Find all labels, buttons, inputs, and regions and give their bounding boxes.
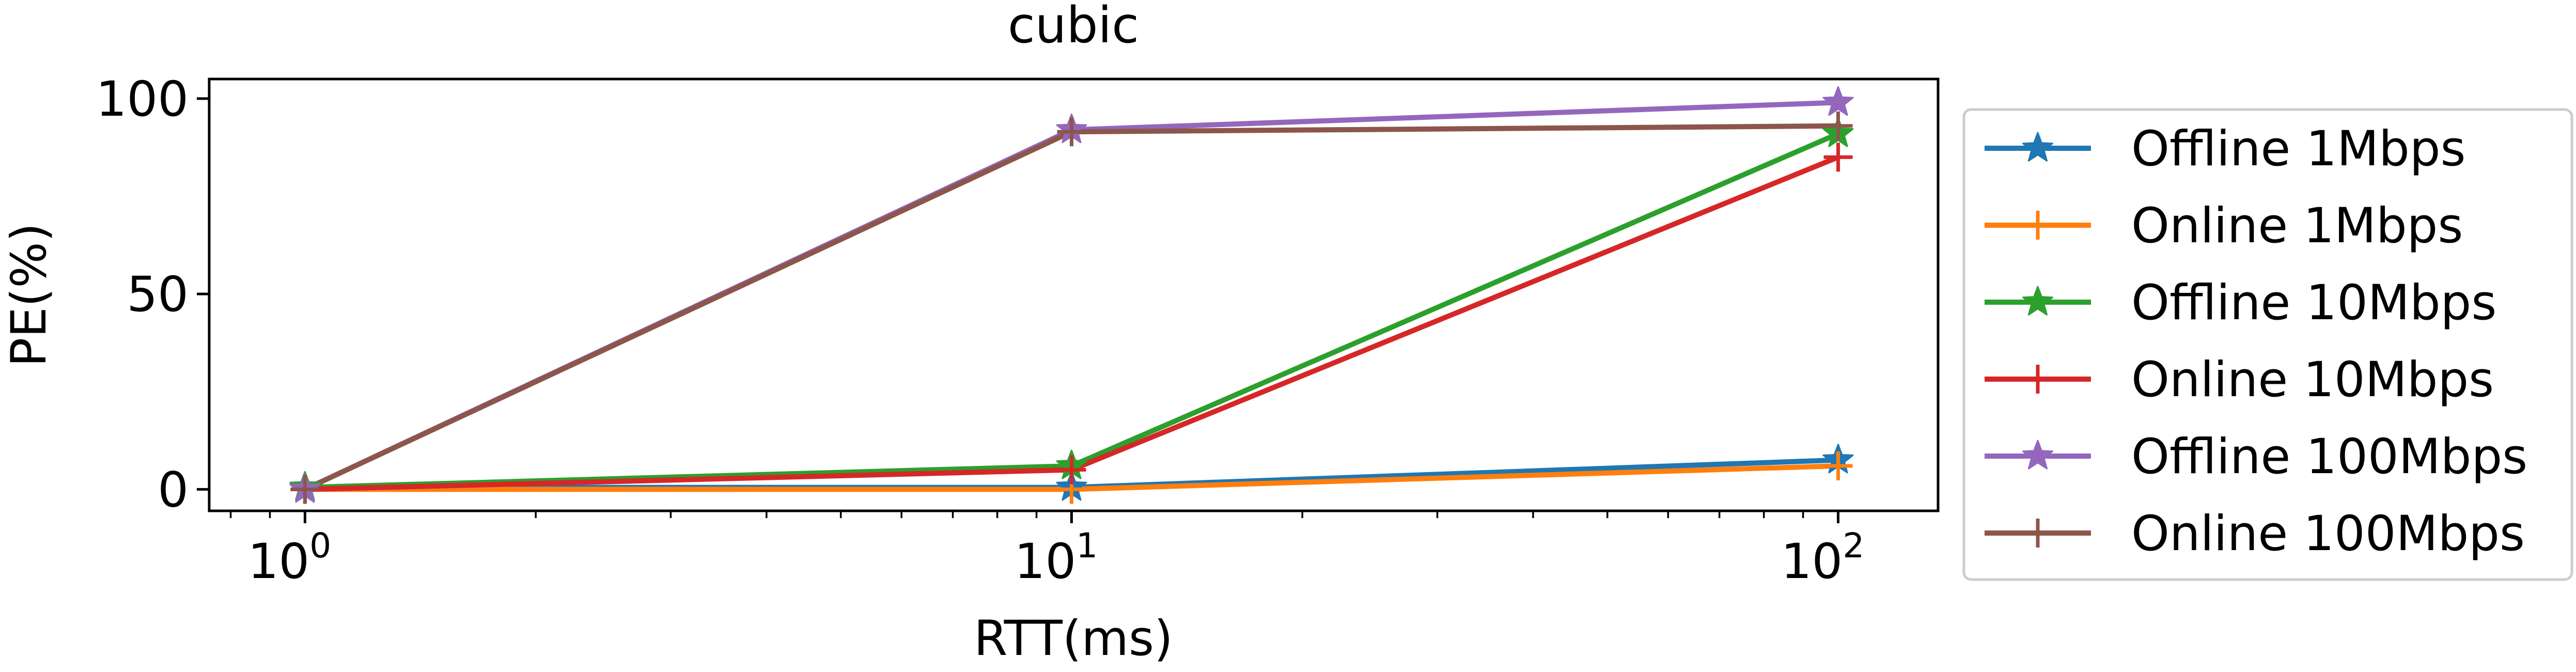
series-markers: [289, 86, 1854, 504]
plus-marker: [1823, 111, 1853, 140]
plus-marker: [290, 475, 320, 504]
legend-frame: [1962, 108, 2573, 581]
legend-item: Online 10Mbps: [1985, 352, 2494, 408]
star-marker: [2022, 132, 2053, 162]
legend-label: Offline 10Mbps: [2131, 275, 2496, 331]
legend-label: Offline 1Mbps: [2131, 121, 2466, 177]
series-line: [301, 123, 1841, 493]
y-tick-label: 50: [127, 267, 189, 323]
legend-item: Online 1Mbps: [1985, 198, 2463, 254]
legend-item: Online 100Mbps: [1985, 506, 2525, 562]
legend-label: Online 10Mbps: [2131, 352, 2494, 408]
y-axis: 0 50 100: [96, 71, 209, 518]
plus-marker: [2023, 365, 2052, 394]
star-marker: [2022, 440, 2053, 470]
series-line: [302, 130, 1842, 490]
series-lines: [301, 100, 1842, 493]
legend-item: Offline 10Mbps: [1985, 275, 2496, 331]
legend-label: Online 100Mbps: [2131, 506, 2525, 562]
x-tick-label: 101: [1014, 526, 1098, 590]
x-tick-label: 102: [1781, 526, 1865, 590]
legend-item: Offline 100Mbps: [1985, 429, 2527, 485]
chart-title: cubic: [1008, 0, 1139, 54]
plus-marker: [1823, 451, 1853, 480]
legend-label: Online 1Mbps: [2131, 198, 2463, 254]
star-marker: [1822, 86, 1854, 116]
legend-label: Offline 100Mbps: [2131, 429, 2527, 485]
legend-item: Offline 1Mbps: [1985, 121, 2466, 177]
plus-marker: [1057, 455, 1086, 485]
y-tick-label: 100: [96, 71, 189, 128]
plus-marker: [1057, 117, 1086, 147]
plus-marker: [2023, 211, 2052, 240]
plot-area: [208, 77, 1940, 512]
y-axis-label: PE(%): [1, 223, 57, 367]
plus-marker: [2023, 519, 2052, 548]
x-tick-label: 100: [248, 526, 332, 590]
legend: Offline 1Mbps Online 1Mbps Offline 10Mbps O…: [1962, 108, 2573, 581]
x-axis: 100 101 102: [229, 511, 1865, 590]
series-line: [302, 153, 1842, 492]
series-line: [301, 100, 1841, 493]
x-axis-label: RTT(ms): [974, 611, 1173, 667]
y-tick-label: 0: [158, 462, 189, 518]
plot-frame: [208, 77, 1940, 512]
plus-marker: [1823, 143, 1853, 172]
star-marker: [2022, 286, 2053, 316]
